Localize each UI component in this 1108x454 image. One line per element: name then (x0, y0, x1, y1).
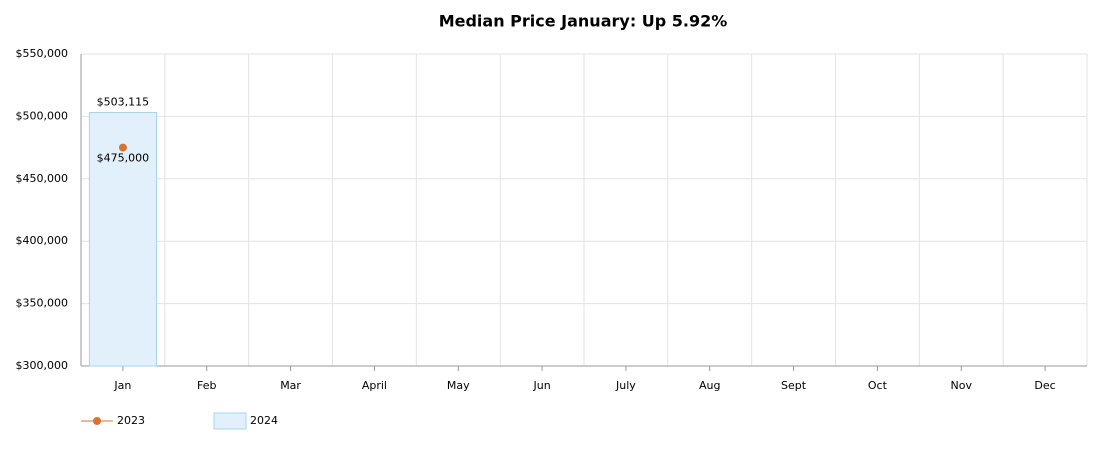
x-tick-label: July (615, 379, 636, 392)
chart-title: Median Price January: Up 5.92% (439, 12, 728, 31)
legend-label: 2023 (117, 414, 145, 427)
legend-marker (93, 417, 101, 425)
point (118, 143, 127, 152)
x-tick-label: May (447, 379, 470, 392)
x-tick-label: Oct (868, 379, 888, 392)
bar (88, 112, 157, 367)
data-label: $503,115 (97, 96, 150, 109)
x-tick-label: Feb (197, 379, 216, 392)
y-tick-label: $400,000 (16, 234, 69, 247)
y-tick-label: $350,000 (16, 297, 69, 310)
x-tick-label: Jun (532, 379, 550, 392)
x-tick-label: Nov (951, 379, 973, 392)
x-tick-label: April (362, 379, 387, 392)
y-tick-label: $550,000 (16, 47, 69, 60)
x-tick-label: Sept (781, 379, 807, 392)
x-tick-label: Aug (699, 379, 720, 392)
legend-label: 2024 (250, 414, 278, 427)
data-label: $475,000 (97, 152, 150, 165)
y-tick-label: $450,000 (16, 172, 69, 185)
legend-swatch (213, 412, 247, 430)
y-tick-label: $500,000 (16, 109, 69, 122)
y-tick-label: $300,000 (16, 359, 69, 372)
x-tick-label: Jan (113, 379, 131, 392)
x-tick-label: Mar (280, 379, 301, 392)
x-tick-label: Dec (1034, 379, 1055, 392)
